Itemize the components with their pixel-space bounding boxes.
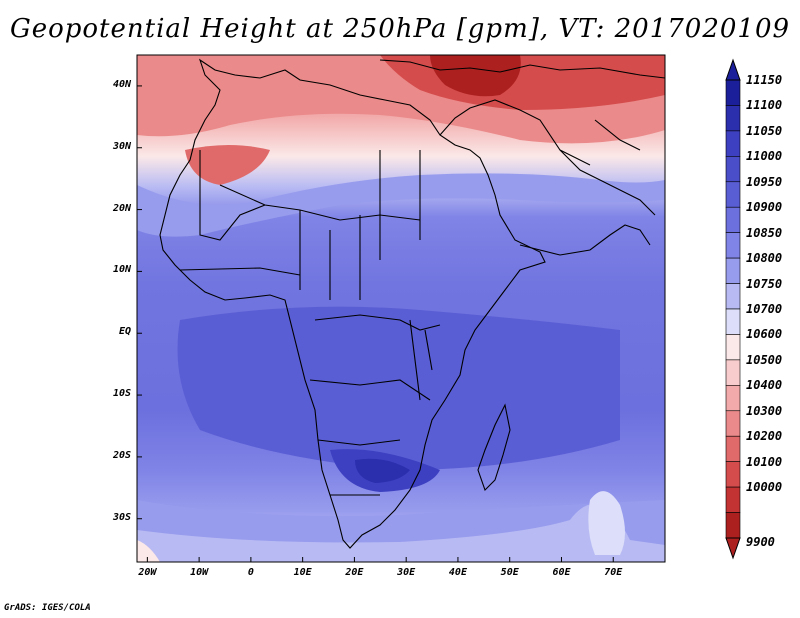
latitude-label: 40N xyxy=(112,78,131,90)
colorbar-min-arrow xyxy=(725,537,741,560)
colorbar-swatch xyxy=(725,283,741,310)
longitude-label: 10E xyxy=(293,567,312,578)
coastline xyxy=(159,58,665,549)
longitude-label: 0 xyxy=(247,567,254,578)
plot-frame xyxy=(136,54,666,563)
latitude-label: 30N xyxy=(112,140,131,152)
colorbar xyxy=(725,58,741,560)
colorbar-swatch xyxy=(725,486,741,513)
colorbar-level-label: 11100 xyxy=(746,98,783,113)
longitude-label: 10W xyxy=(190,567,209,578)
colorbar-level-label: 10750 xyxy=(746,276,783,291)
longitude-label: 70E xyxy=(604,567,623,578)
colorbar-level-label: 9900 xyxy=(746,535,775,549)
longitude-label: 40E xyxy=(448,567,467,578)
latitude-label: 20N xyxy=(112,202,131,214)
colorbar-swatch xyxy=(725,257,741,284)
colorbar-swatch xyxy=(725,512,741,539)
colorbar-swatch xyxy=(725,156,741,183)
colorbar-level-label: 10300 xyxy=(746,403,783,418)
colorbar-level-label: 10900 xyxy=(746,200,783,215)
latitude-label: 20S xyxy=(112,449,131,461)
colorbar-level-label: 11000 xyxy=(746,149,783,164)
colorbar-level-label: 10600 xyxy=(746,327,783,342)
map-title: Geopotential Height at 250hPa [gpm], VT:… xyxy=(9,14,791,44)
longitude-label: 50E xyxy=(500,567,519,578)
axis-ticks xyxy=(137,85,614,562)
colorbar-level-label: 10950 xyxy=(746,174,783,189)
colorbar-swatch xyxy=(725,359,741,386)
colorbar-swatch xyxy=(725,206,741,233)
latitude-label: EQ xyxy=(118,326,131,338)
latitude-label: 10S xyxy=(112,388,131,400)
longitude-label: 20E xyxy=(345,567,364,578)
longitude-label: 30E xyxy=(397,567,416,578)
colorbar-max-arrow xyxy=(725,58,741,81)
longitude-label: 20W xyxy=(138,567,157,578)
colorbar-swatch xyxy=(725,308,741,335)
colorbar-level-label: 10850 xyxy=(746,225,783,240)
colorbar-swatch xyxy=(725,334,741,361)
colorbar-swatch xyxy=(725,385,741,412)
colorbar-level-label: 10800 xyxy=(746,251,783,266)
colorbar-level-label: 10100 xyxy=(746,454,783,469)
colorbar-level-label: 11150 xyxy=(746,73,783,87)
latitude-label: 10N xyxy=(112,264,131,276)
colorbar-level-label: 10400 xyxy=(746,378,783,393)
longitude-label: 60E xyxy=(552,567,571,578)
shaded-field xyxy=(137,55,665,562)
colorbar-swatch xyxy=(725,130,741,157)
colorbar-level-label: 10000 xyxy=(746,480,783,495)
latitude-label: 30S xyxy=(112,511,131,523)
colorbar-swatch xyxy=(725,410,741,437)
colorbar-swatch xyxy=(725,181,741,208)
colorbar-swatch xyxy=(725,232,741,259)
colorbar-level-label: 11050 xyxy=(746,123,783,138)
credit-text: GrADS: IGES/COLA xyxy=(4,603,91,613)
colorbar-swatch xyxy=(725,79,741,106)
colorbar-level-label: 10500 xyxy=(746,352,783,367)
colorbar-level-label: 10700 xyxy=(746,302,783,316)
colorbar-swatch xyxy=(725,461,741,488)
colorbar-swatch xyxy=(725,435,741,462)
colorbar-level-label: 10200 xyxy=(746,429,783,444)
colorbar-swatch xyxy=(725,105,741,132)
